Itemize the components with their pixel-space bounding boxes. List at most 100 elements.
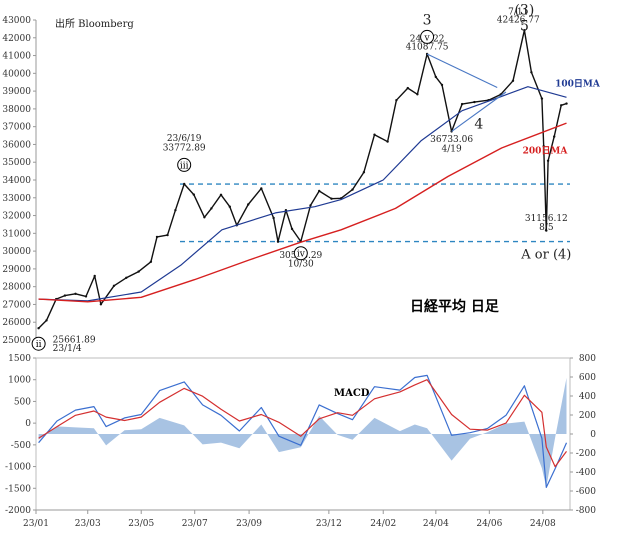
price-annotation: 23/1/4 [53,344,82,354]
price-y-tick-label: 42000 [2,34,31,44]
price-horizontal-lines [180,183,570,243]
price-y-tick-label: 28000 [2,283,31,293]
price-point [247,203,250,206]
price-point [93,274,96,278]
price-annotation: 41087.75 [406,42,449,52]
price-y-tick-label: 33000 [2,194,31,204]
macd-histogram-area [38,377,567,488]
price-annotation: 8/5 [539,223,554,233]
price-point [63,294,67,297]
price-annotation: 31156.12 [525,214,568,224]
wave-label-text: ⅱ [36,340,42,350]
price-point [149,260,153,263]
price-point [192,193,195,196]
macd-left-tick-label: -500 [11,441,31,451]
price-annotation: 23/6/19 [167,134,202,144]
macd-left-y-ticks: -2000 -1500 -1000 -500 0 500 1000 1500 [5,354,36,516]
price-point [318,189,321,193]
macd-right-y-ticks: -800 -600 -400 -200 0 200 400 600 800 [570,354,596,516]
source-label: 出所 Bloomberg [55,17,134,30]
x-tick-label: 24/08 [530,519,556,529]
macd-lines [38,374,568,488]
price-point [74,292,77,295]
price-annotation: 3 [423,12,432,28]
x-tick-label: 23/09 [236,519,262,529]
price-point [166,233,169,237]
price-point [84,295,88,298]
price-point [210,207,213,210]
price-wave-labels: ⅲ ⅳ ⅴ ⅱ [31,29,435,351]
price-chart-title: 日経平均 日足 [410,298,500,315]
price-point [174,209,177,212]
price-point [542,145,545,148]
price-annotation: 33772.89 [163,143,206,153]
ma100-line [38,86,567,302]
price-annotation: 10/30 [288,260,314,270]
price-point [406,86,409,90]
price-point [440,83,444,87]
macd-title: MACD [334,388,370,399]
macd-line [38,374,568,488]
price-annotation: 4/19 [442,145,462,155]
macd-right-tick-label: 600 [579,373,596,383]
x-tick-label: 24/04 [423,519,449,529]
price-annotation: 7/11 [508,8,528,18]
price-y-tick-label: 25000 [2,336,31,346]
price-point [546,159,550,162]
macd-left-tick-label: -2000 [5,506,31,516]
wave-label-text: ⅲ [180,161,189,171]
price-point [395,99,398,102]
macd-signal-line [38,379,567,468]
price-panel: 25000 26000 27000 28000 29000 30000 31000 32000… [2,3,600,355]
trendline [426,53,498,89]
wave-label-circle [420,29,435,44]
price-point [511,79,515,83]
price-point [155,235,159,239]
price-annotation: 200日MA [523,145,569,156]
x-tick-label: 24/06 [476,519,502,529]
price-point [183,182,186,186]
macd-right-tick-label: -200 [576,449,596,459]
wave-label-circle [177,157,192,172]
macd-left-tick-label: 1000 [8,376,31,386]
price-annotation: A or (4) [520,248,571,263]
macd-right-tick-label: -600 [576,487,596,497]
price-point [309,204,312,207]
price-y-ticks: 25000 26000 27000 28000 29000 30000 31000 32000… [2,16,36,346]
price-annotation: 100日MA [555,79,601,90]
price-point [219,193,223,196]
price-point [523,29,526,32]
price-point [330,197,333,200]
price-point [460,102,464,106]
macd-left-tick-label: -1500 [5,484,31,494]
x-tick-label: 23/12 [316,519,342,529]
price-point [125,276,128,279]
price-y-tick-label: 43000 [2,16,31,26]
price-point [553,135,556,138]
price-point [228,205,231,208]
price-point [565,102,568,105]
price-point [434,75,437,79]
price-point [545,229,548,232]
x-tick-label: 23/01 [23,519,49,529]
x-tick-label: 23/03 [75,519,101,529]
macd-right-tick-label: 800 [579,354,596,364]
price-point [351,188,354,191]
price-annotation: 5 [520,19,529,35]
price-point [45,319,48,322]
macd-histogram [38,377,567,488]
price-y-tick-label: 32000 [2,212,31,222]
price-y-tick-label: 40000 [2,69,31,79]
price-point [290,227,294,231]
macd-left-tick-label: 0 [25,419,31,429]
macd-right-tick-label: 0 [590,430,596,440]
wave-label-text: ⅳ [297,250,305,260]
price-y-tick-label: 34000 [2,176,31,186]
x-tick-label: 23/07 [182,519,208,529]
price-annotation: 4 [474,116,483,132]
price-y-tick-label: 27000 [2,300,31,310]
price-series-group [37,29,568,330]
